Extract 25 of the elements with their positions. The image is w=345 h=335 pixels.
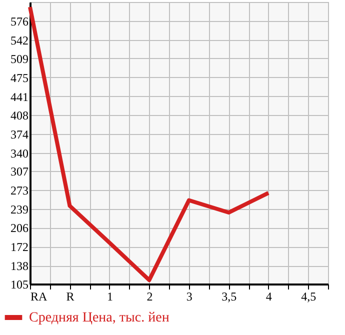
y-tick-label: 576 [10,14,28,28]
y-tick-label: 307 [10,164,28,179]
x-tick-label: R [66,290,74,304]
y-tick-label: 441 [10,90,28,104]
y-tick-label: 172 [10,240,28,254]
y-tick-label: 408 [10,108,28,122]
x-tick-label: 3,5 [222,290,237,304]
y-tick-label: 138 [10,259,28,274]
x-tick-label: 1 [106,290,113,304]
x-tick-label: 2 [146,290,153,304]
x-tick-label: 3 [186,290,192,304]
x-tick-label: RA [30,290,48,304]
y-tick-label: 542 [10,33,28,48]
y-tick-label: 475 [10,70,28,85]
x-tick-label: 4 [266,290,272,304]
line-series [28,5,270,282]
legend-label: Средняя Цена, тыс. йен [29,310,170,326]
y-tick-label: 239 [10,202,28,217]
y-tick-label: 105 [10,278,28,292]
y-tick-label: 509 [10,52,28,66]
y-tick-label: 206 [10,221,28,236]
y-tick-label: 340 [10,146,28,160]
x-tick-label: 4,5 [301,290,316,304]
y-tick-label: 374 [10,127,28,142]
y-tick-label: 273 [10,184,28,198]
